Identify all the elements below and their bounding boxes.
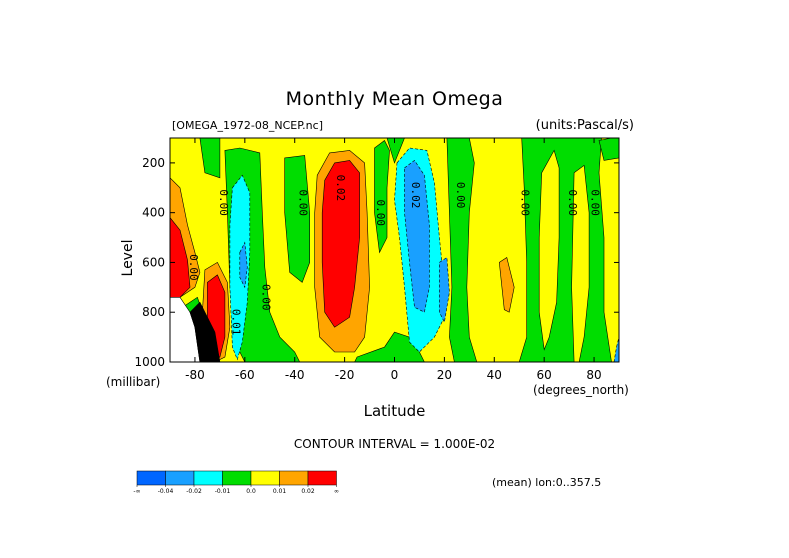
contour-region-blue-28 — [613, 337, 619, 362]
x-tick-label: -60 — [235, 368, 255, 382]
x-tick-label: -20 — [335, 368, 355, 382]
contour-value-label: 0.00 — [374, 199, 387, 226]
x-tick-label: -80 — [185, 368, 205, 382]
contour-region-orange-20 — [498, 257, 515, 313]
y-axis-label: Level — [120, 239, 136, 277]
contour-region-green-14 — [374, 140, 390, 254]
colorbar-swatch — [250, 470, 280, 486]
colorbar-swatch — [136, 470, 166, 486]
contour-value-label: 0.00 — [259, 284, 272, 311]
contour-region-positive-24 — [598, 138, 619, 362]
axis-ticks: -80 -60 -40 -20 0 20 40 60 80 200 400 600 800 1000 — [134, 138, 619, 382]
colorbar-label: 0.02 — [301, 488, 315, 495]
colorbar-swatch — [222, 470, 252, 486]
x-tick-label: 60 — [537, 368, 552, 382]
contour-interval-label: CONTOUR INTERVAL = 1.000E-02 — [293, 437, 496, 451]
contour-value-label: 0.02 — [409, 182, 422, 209]
mean-note: (mean) lon:0..357.5 — [492, 476, 602, 489]
colorbar-swatch — [165, 470, 195, 486]
colorbar-label: -0.01 — [215, 488, 231, 495]
colorbar-swatch — [307, 470, 337, 486]
colorbar-label: 0.01 — [273, 488, 287, 495]
colorbar-label: -0.02 — [186, 488, 202, 495]
contour-labels: 0.00 0.00 0.01 0.00 0.00 0.02 0.00 0.02 0.00 0.00… — [187, 175, 602, 336]
contour-value-label: 0.00 — [217, 189, 230, 216]
x-tick-label: 20 — [437, 368, 452, 382]
filled-contours — [170, 138, 619, 362]
contour-region-positive-22 — [538, 149, 560, 351]
contour-region-blue-18 — [439, 256, 450, 324]
contour-region-blue-17 — [404, 159, 430, 313]
contour-region-positive-23 — [571, 164, 590, 362]
dataset-label: [OMEGA_1972-08_NCEP.nc] — [172, 119, 323, 132]
contour-region-black-27 — [189, 301, 221, 362]
colorbar-label: ∞ — [334, 488, 339, 495]
contour-value-label: 0.00 — [566, 189, 579, 216]
contour-value-label: 0.00 — [454, 182, 467, 209]
y-tick-label: 600 — [142, 255, 165, 269]
contour-region-green-19 — [446, 138, 478, 362]
colorbar-label: -0.04 — [158, 488, 174, 495]
x-tick-label: -40 — [285, 368, 305, 382]
contour-region-green-9 — [199, 138, 221, 179]
colorbar: -∞ -0.04 -0.02 -0.01 0.0 0.01 0.02 ∞ — [133, 470, 339, 495]
contour-region-green-15 — [386, 138, 405, 164]
y-tick-label: 1000 — [134, 355, 165, 369]
x-axis-label: Latitude — [363, 402, 426, 420]
units-label: (units:Pascal/s) — [535, 118, 634, 133]
contour-value-label: 0.01 — [229, 309, 242, 336]
contour-region-red-12 — [321, 160, 360, 328]
colorbar-swatch — [279, 470, 309, 486]
contour-value-label: 0.00 — [589, 189, 602, 216]
colorbar-label: -∞ — [133, 488, 140, 495]
contour-value-label: 0.00 — [187, 254, 200, 280]
y-tick-label: 400 — [142, 206, 165, 220]
chart-title: Monthly Mean Omega — [285, 88, 504, 110]
x-axis-unit: (degrees_north) — [533, 383, 629, 397]
contour-value-label: 0.00 — [519, 189, 532, 216]
x-tick-label: 80 — [586, 368, 601, 382]
y-tick-label: 800 — [142, 305, 165, 319]
contour-region-red-2 — [170, 217, 191, 298]
contour-region-blue-8 — [239, 241, 248, 289]
x-tick-label: 40 — [487, 368, 502, 382]
contour-value-label: 0.02 — [334, 175, 347, 202]
colorbar-swatch — [193, 470, 223, 486]
contour-value-label: 0.00 — [297, 189, 310, 216]
colorbar-label: 0.0 — [246, 488, 256, 495]
y-tick-label: 200 — [142, 156, 165, 170]
contour-region-green-10 — [284, 155, 311, 283]
y-axis-unit: (millibar) — [106, 375, 161, 389]
x-tick-label: 0 — [391, 368, 399, 382]
